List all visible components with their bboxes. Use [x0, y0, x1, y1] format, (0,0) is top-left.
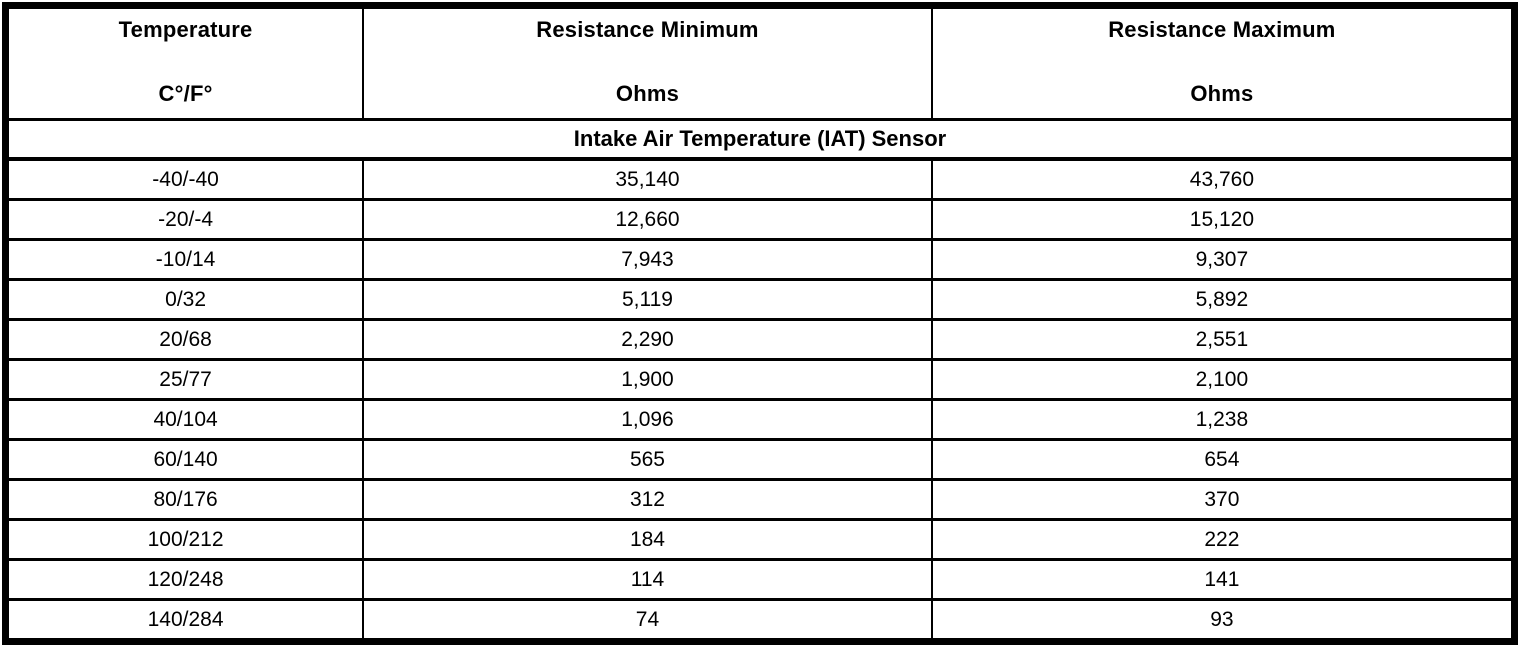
res-min-cell: 2,290 [362, 318, 933, 361]
res-max-cell: 2,551 [930, 318, 1516, 361]
table-row: 0/32 5,119 5,892 [4, 278, 1516, 321]
res-max-cell: 654 [930, 438, 1516, 481]
res-max-cell: 2,100 [930, 358, 1516, 401]
res-max-cell: 93 [930, 598, 1516, 643]
temp-cell: 140/284 [4, 598, 365, 643]
temp-cell: 100/212 [4, 518, 365, 561]
temp-cell: 80/176 [4, 478, 365, 521]
temp-cell: -10/14 [4, 238, 365, 281]
temp-cell: 20/68 [4, 318, 365, 361]
col-header-temperature-units: C°/F° [158, 81, 213, 106]
res-max-cell: 370 [930, 478, 1516, 521]
table-row: 25/77 1,900 2,100 [4, 358, 1516, 401]
table-row: 140/284 74 93 [4, 598, 1516, 643]
table-row: 20/68 2,290 2,551 [4, 318, 1516, 361]
table-row: -10/14 7,943 9,307 [4, 238, 1516, 281]
col-header-temperature: Temperature C°/F° [4, 4, 365, 121]
table-row: 100/212 184 222 [4, 518, 1516, 561]
res-max-cell: 9,307 [930, 238, 1516, 281]
col-header-resistance-min-title: Resistance Minimum [536, 17, 759, 42]
res-min-cell: 114 [362, 558, 933, 601]
res-max-cell: 222 [930, 518, 1516, 561]
temp-cell: -40/-40 [4, 157, 365, 201]
table-row: 40/104 1,096 1,238 [4, 398, 1516, 441]
res-max-cell: 43,760 [930, 157, 1516, 201]
temp-cell: 120/248 [4, 558, 365, 601]
col-header-resistance-max-units: Ohms [1190, 81, 1254, 106]
section-title-row: Intake Air Temperature (IAT) Sensor [4, 118, 1516, 161]
res-max-cell: 141 [930, 558, 1516, 601]
temp-cell: 0/32 [4, 278, 365, 321]
temp-cell: 40/104 [4, 398, 365, 441]
temp-cell: 60/140 [4, 438, 365, 481]
res-max-cell: 1,238 [930, 398, 1516, 441]
table-row: -20/-4 12,660 15,120 [4, 198, 1516, 241]
res-min-cell: 1,096 [362, 398, 933, 441]
temp-cell: 25/77 [4, 358, 365, 401]
res-min-cell: 74 [362, 598, 933, 643]
table-row: 60/140 565 654 [4, 438, 1516, 481]
table-row: 80/176 312 370 [4, 478, 1516, 521]
res-min-cell: 1,900 [362, 358, 933, 401]
table-row: -40/-40 35,140 43,760 [4, 157, 1516, 201]
header-row: Temperature C°/F° Resistance Minimum Ohm… [4, 4, 1516, 121]
res-min-cell: 12,660 [362, 198, 933, 241]
res-min-cell: 5,119 [362, 278, 933, 321]
res-min-cell: 7,943 [362, 238, 933, 281]
res-max-cell: 15,120 [930, 198, 1516, 241]
res-min-cell: 565 [362, 438, 933, 481]
res-min-cell: 35,140 [362, 157, 933, 201]
col-header-resistance-min: Resistance Minimum Ohms [362, 4, 933, 121]
res-min-cell: 312 [362, 478, 933, 521]
temp-cell: -20/-4 [4, 198, 365, 241]
section-title: Intake Air Temperature (IAT) Sensor [4, 118, 1516, 161]
table-row: 120/248 114 141 [4, 558, 1516, 601]
col-header-resistance-max: Resistance Maximum Ohms [930, 4, 1516, 121]
col-header-resistance-min-units: Ohms [615, 81, 680, 106]
res-min-cell: 184 [362, 518, 933, 561]
res-max-cell: 5,892 [930, 278, 1516, 321]
col-header-resistance-max-title: Resistance Maximum [1108, 17, 1336, 42]
col-header-temperature-title: Temperature [118, 17, 253, 42]
iat-sensor-resistance-table: Temperature C°/F° Resistance Minimum Ohm… [2, 2, 1518, 645]
